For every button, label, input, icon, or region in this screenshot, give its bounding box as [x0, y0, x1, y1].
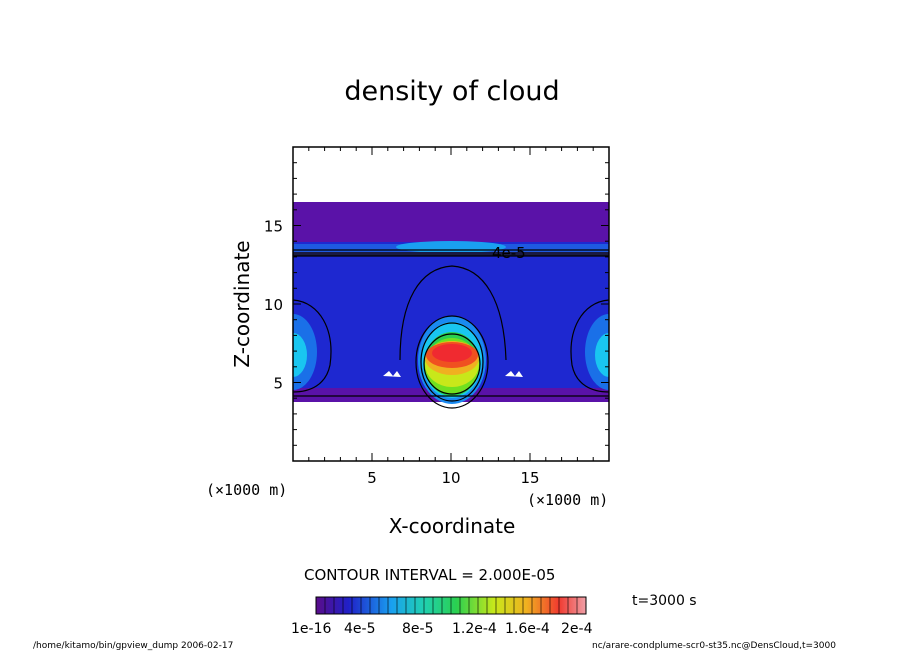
footer-right: nc/arare-condplume-scr0-st35.nc@DensClou…: [592, 641, 836, 651]
colorbar-label: 8e-5: [402, 621, 434, 637]
x-tick-label: 5: [367, 469, 377, 487]
y-axis-label: Z-coordinate: [230, 240, 254, 368]
contour-interval-label: CONTOUR INTERVAL = 2.000E-05: [304, 566, 556, 584]
upper-cloud-layer: [293, 202, 609, 242]
plume-core: [432, 344, 472, 362]
colorbar-label: 2e-4: [561, 621, 593, 637]
colorbar-label: 4e-5: [344, 621, 376, 637]
footer-left: /home/kitamo/bin/gpview_dump 2006-02-17: [33, 641, 234, 651]
y-axis-unit: (×1000 m): [206, 481, 288, 499]
chart-title: density of cloud: [344, 76, 560, 107]
colorbar-label: 1e-16: [291, 621, 332, 637]
x-tick-label: 15: [520, 469, 539, 487]
axis-ticks: [293, 147, 609, 461]
x-axis-label: X-coordinate: [388, 514, 516, 538]
y-tick-label: 5: [273, 375, 283, 393]
contour-annotation: 4e-5: [492, 244, 526, 262]
colorbar-label: 1.6e-4: [505, 621, 550, 637]
colorbar-ticks: [324, 597, 578, 614]
contour-lines: [293, 249, 609, 409]
time-label: t=3000 s: [632, 593, 697, 609]
cloud-density-field: 4e-5: [293, 202, 609, 409]
x-axis-unit: (×1000 m): [527, 491, 609, 509]
y-tick-label: 10: [264, 296, 283, 314]
colorbar-label: 1.2e-4: [452, 621, 497, 637]
axis-tick-labels: 5 10 15 5 10 15: [264, 218, 540, 488]
y-tick-label: 15: [264, 218, 283, 236]
x-tick-label: 10: [441, 469, 460, 487]
